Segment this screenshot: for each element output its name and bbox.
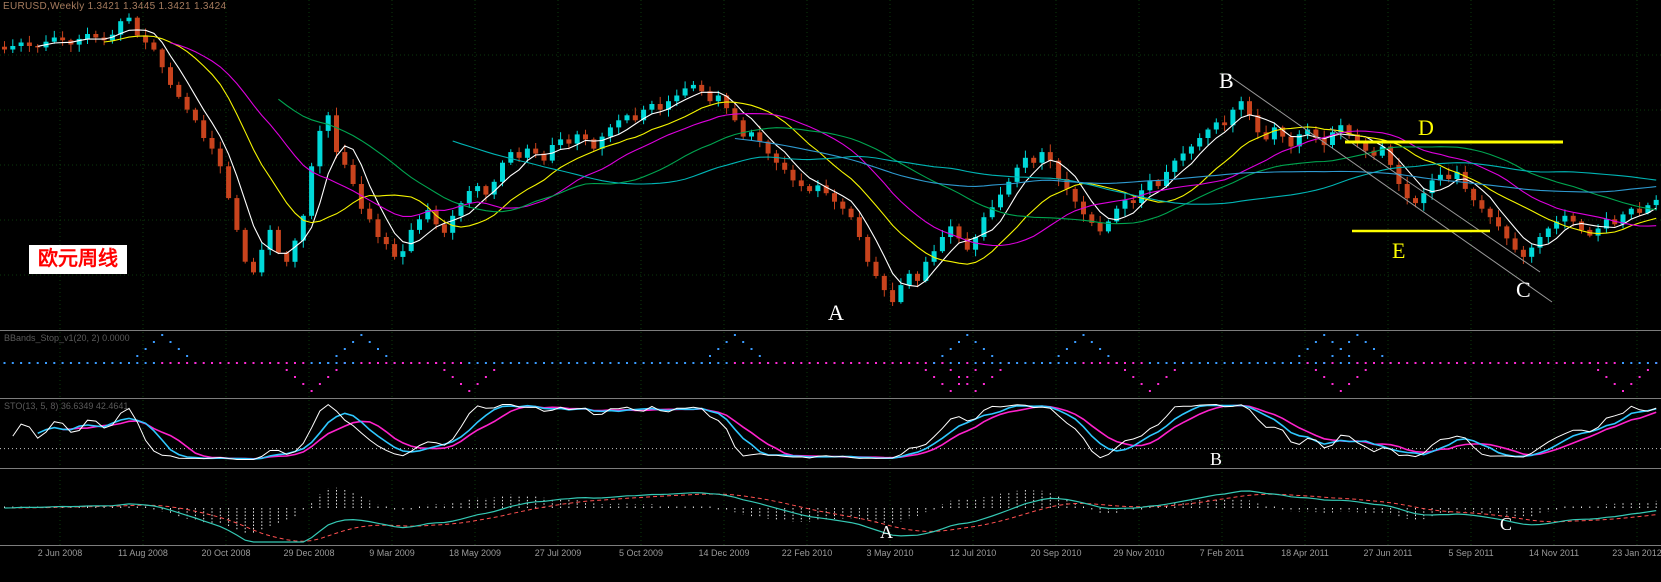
date-label: 29 Nov 2010	[1113, 548, 1165, 558]
annotation-letter-B[interactable]: B	[1219, 68, 1234, 93]
panel-separators	[0, 330, 1661, 546]
date-label: 18 Apr 2011	[1281, 548, 1329, 558]
trendline[interactable]	[1227, 74, 1553, 303]
date-label: 27 Jul 2009	[534, 548, 582, 558]
date-label: 2 Jun 2008	[37, 548, 83, 558]
annotation-letter-C[interactable]: C	[1500, 514, 1512, 534]
date-label: 14 Dec 2009	[698, 548, 750, 558]
annotation-letter-B[interactable]: B	[1210, 449, 1222, 469]
chart-comment-label[interactable]: 欧元周线	[29, 245, 127, 274]
grid	[0, 0, 1661, 545]
date-label: 3 May 2010	[866, 548, 914, 558]
indicator-label-bbands-stop: BBands_Stop_v1(20, 2) 0.0000	[4, 333, 130, 343]
candlesticks	[2, 13, 1659, 306]
date-label: 18 May 2009	[448, 548, 502, 558]
indicator-label-stochastic: STO(13, 5, 8) 36.6349 42.4641	[4, 401, 129, 411]
date-label: 29 Dec 2008	[283, 548, 335, 558]
trend-stops-indicator	[3, 334, 1658, 392]
date-label: 11 Aug 2008	[118, 548, 168, 558]
date-label: 14 Nov 2011	[1528, 548, 1580, 558]
symbol-ohlc-readout: EURUSD,Weekly 1.3421 1.3445 1.3421 1.342…	[3, 1, 227, 12]
annotation-letter-C[interactable]: C	[1516, 277, 1531, 302]
trendline[interactable]	[1329, 127, 1541, 273]
date-label: 20 Sep 2010	[1030, 548, 1082, 558]
date-label: 27 Jun 2011	[1363, 548, 1413, 558]
date-label: 7 Feb 2011	[1199, 548, 1245, 558]
time-axis[interactable]: 2 Jun 2008 11 Aug 2008 20 Oct 2008 29 Dec 2…	[0, 548, 1661, 564]
annotation-letter-D[interactable]: D	[1418, 115, 1434, 140]
annotation-letter-A[interactable]: A	[880, 522, 893, 542]
date-label: 20 Oct 2008	[201, 548, 251, 558]
chart-objects[interactable]: A B C D E B A C	[828, 68, 1563, 542]
date-label: 22 Feb 2010	[781, 548, 833, 558]
annotation-letter-A[interactable]: A	[828, 300, 844, 325]
date-label: 9 Mar 2009	[369, 548, 415, 558]
macd-indicator	[4, 487, 1657, 543]
stochastic-indicator	[0, 403, 1661, 460]
date-label: 23 Jan 2012	[1612, 548, 1661, 558]
date-label: 12 Jul 2010	[949, 548, 997, 558]
date-label: 5 Sep 2011	[1448, 548, 1494, 558]
annotation-letter-E[interactable]: E	[1392, 238, 1405, 263]
date-label: 5 Oct 2009	[618, 548, 664, 558]
